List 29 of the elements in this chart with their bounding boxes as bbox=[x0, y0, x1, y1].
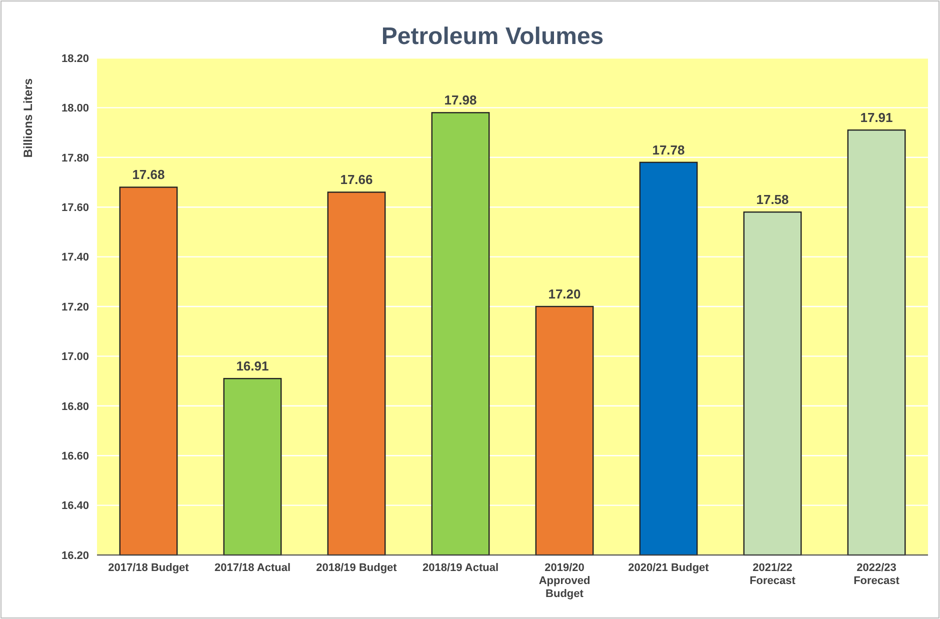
data-label: 17.20 bbox=[548, 286, 581, 302]
x-tick-label: 2022/23 Forecast bbox=[854, 562, 900, 587]
y-tick-label: 16.80 bbox=[61, 400, 89, 413]
x-tick-label: 2021/22 Forecast bbox=[750, 562, 796, 587]
data-label: 16.91 bbox=[236, 358, 269, 374]
y-tick-label: 16.40 bbox=[61, 500, 89, 512]
x-tick-label: 2017/18 Actual bbox=[214, 562, 291, 574]
x-tick-label: 2018/19 Actual bbox=[422, 562, 499, 574]
y-tick-label: 16.60 bbox=[61, 450, 89, 462]
y-tick-label: 17.00 bbox=[61, 351, 89, 364]
data-label: 17.91 bbox=[860, 110, 893, 126]
x-tick-label: 2017/18 Budget bbox=[108, 562, 190, 574]
y-tick-label: 18.00 bbox=[61, 102, 89, 115]
data-label: 17.98 bbox=[444, 92, 477, 108]
chart-title: Petroleum Volumes bbox=[381, 23, 604, 50]
y-tick-label: 18.20 bbox=[61, 52, 89, 65]
data-label: 17.78 bbox=[652, 142, 685, 158]
data-label: 17.58 bbox=[756, 192, 789, 208]
x-tick-label: 2018/19 Budget bbox=[316, 562, 398, 574]
y-tick-label: 17.40 bbox=[61, 252, 89, 264]
data-label: 17.68 bbox=[132, 167, 165, 182]
y-axis-title: Billions Liters bbox=[21, 78, 35, 158]
x-tick-label: 2019/20 Approved Budget bbox=[538, 562, 590, 600]
x-tick-label: 2020/21 Budget bbox=[628, 562, 710, 574]
y-tick-label: 17.60 bbox=[61, 202, 89, 214]
y-tick-label: 17.20 bbox=[61, 301, 89, 314]
y-tick-label: 16.20 bbox=[61, 550, 89, 562]
y-tick-label: 17.80 bbox=[61, 152, 89, 164]
data-label: 17.66 bbox=[340, 172, 373, 188]
